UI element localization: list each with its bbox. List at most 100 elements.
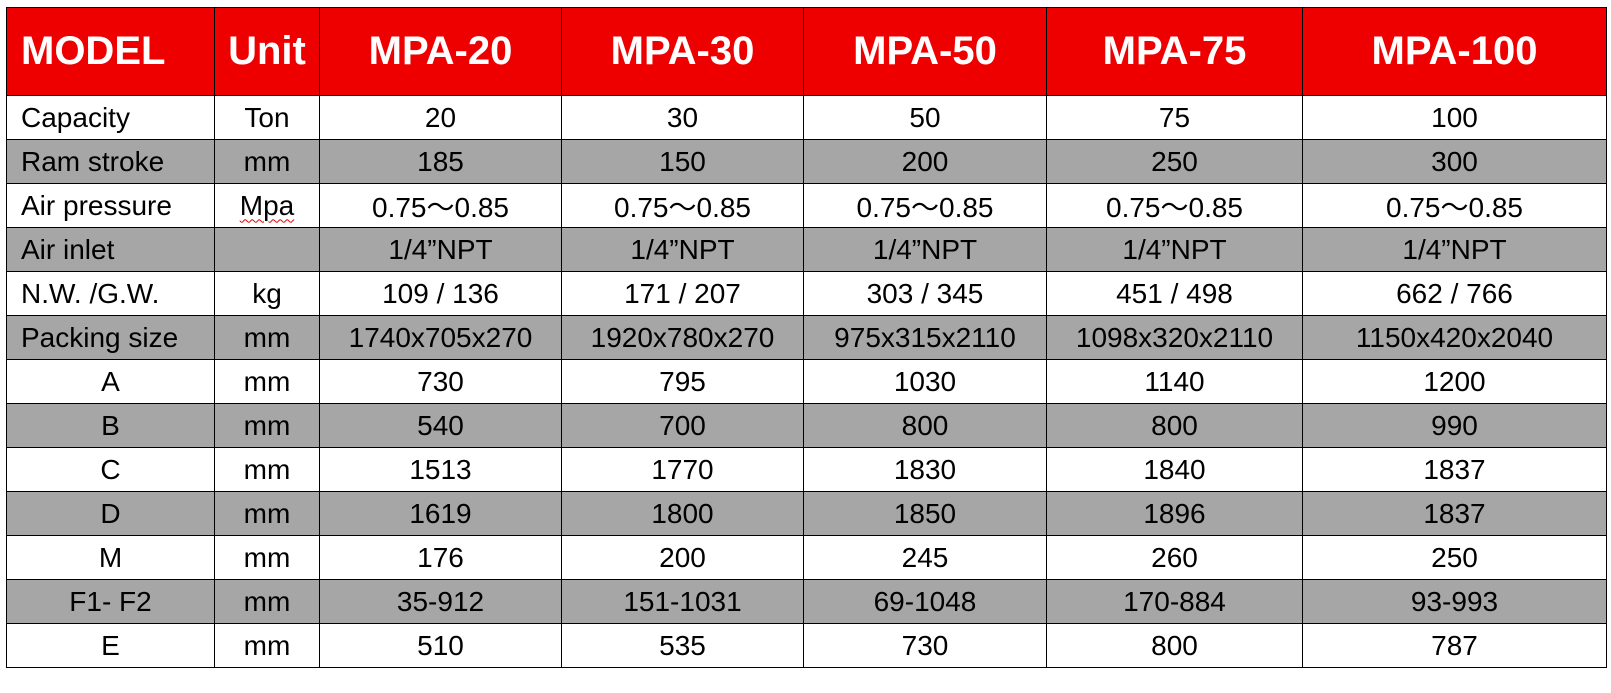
header-cell-model: MODEL [6, 7, 215, 96]
value-cell: 75 [1046, 95, 1303, 140]
value-cell: 1/4”NPT [1302, 227, 1607, 272]
value-cell: 535 [561, 623, 804, 668]
value-cell: 1513 [319, 447, 562, 492]
row-label: D [6, 491, 215, 536]
value-cell: 787 [1302, 623, 1607, 668]
header-cell-unit: Unit [214, 7, 320, 96]
value-cell: 0.75～0.85 [561, 183, 804, 228]
value-cell: 200 [803, 139, 1047, 184]
value-cell: 1896 [1046, 491, 1303, 536]
unit-cell: kg [214, 271, 320, 316]
value-cell: 170-884 [1046, 579, 1303, 624]
table-row-ram-stroke: Ram stroke mm 185 150 200 250 300 [6, 139, 1607, 184]
spec-table: MODEL Unit MPA-20 MPA-30 MPA-50 MPA-75 M… [6, 7, 1607, 668]
unit-text-spellcheck: Mpa [239, 189, 295, 221]
value-cell: 975x315x2110 [803, 315, 1047, 360]
unit-cell: mm [214, 139, 320, 184]
value-cell: 1030 [803, 359, 1047, 404]
row-label: F1- F2 [6, 579, 215, 624]
value-cell: 700 [561, 403, 804, 448]
value-cell: 1098x320x2110 [1046, 315, 1303, 360]
value-cell: 300 [1302, 139, 1607, 184]
row-label: Air inlet [6, 227, 215, 272]
row-label: E [6, 623, 215, 668]
header-cell-mpa-50: MPA-50 [803, 7, 1047, 96]
value-cell: 245 [803, 535, 1047, 580]
table-row-b: B mm 540 700 800 800 990 [6, 403, 1607, 448]
row-label: Capacity [6, 95, 215, 140]
header-cell-mpa-30: MPA-30 [561, 7, 804, 96]
value-cell: 176 [319, 535, 562, 580]
row-label: Packing size [6, 315, 215, 360]
value-cell: 1840 [1046, 447, 1303, 492]
value-cell: 795 [561, 359, 804, 404]
header-cell-mpa-75: MPA-75 [1046, 7, 1303, 96]
value-cell: 0.75～0.85 [1046, 183, 1303, 228]
row-label: M [6, 535, 215, 580]
value-cell: 100 [1302, 95, 1607, 140]
value-cell: 150 [561, 139, 804, 184]
row-label: A [6, 359, 215, 404]
value-cell: 1830 [803, 447, 1047, 492]
value-cell: 990 [1302, 403, 1607, 448]
unit-cell: Ton [214, 95, 320, 140]
table-row-d: D mm 1619 1800 1850 1896 1837 [6, 491, 1607, 536]
row-label: Air pressure [6, 183, 215, 228]
value-cell: 200 [561, 535, 804, 580]
unit-cell: mm [214, 491, 320, 536]
unit-cell: mm [214, 623, 320, 668]
value-cell: 800 [803, 403, 1047, 448]
header-cell-mpa-20: MPA-20 [319, 7, 562, 96]
unit-cell: Mpa [214, 183, 320, 228]
value-cell: 0.75～0.85 [803, 183, 1047, 228]
value-cell: 1850 [803, 491, 1047, 536]
value-cell: 185 [319, 139, 562, 184]
value-cell: 730 [319, 359, 562, 404]
value-cell: 510 [319, 623, 562, 668]
value-cell: 1740x705x270 [319, 315, 562, 360]
table-row-packing-size: Packing size mm 1740x705x270 1920x780x27… [6, 315, 1607, 360]
value-cell: 1837 [1302, 491, 1607, 536]
value-cell: 35-912 [319, 579, 562, 624]
unit-cell: mm [214, 403, 320, 448]
value-cell: 1/4”NPT [1046, 227, 1303, 272]
value-cell: 1619 [319, 491, 562, 536]
value-cell: 1140 [1046, 359, 1303, 404]
unit-cell: mm [214, 579, 320, 624]
value-cell: 1800 [561, 491, 804, 536]
value-cell: 1770 [561, 447, 804, 492]
header-cell-mpa-100: MPA-100 [1302, 7, 1607, 96]
value-cell: 109 / 136 [319, 271, 562, 316]
value-cell: 0.75～0.85 [319, 183, 562, 228]
table-row-f1-f2: F1- F2 mm 35-912 151-1031 69-1048 170-88… [6, 579, 1607, 624]
value-cell: 451 / 498 [1046, 271, 1303, 316]
table-row-air-pressure: Air pressure Mpa 0.75～0.85 0.75～0.85 0.7… [6, 183, 1607, 228]
value-cell: 1/4”NPT [803, 227, 1047, 272]
table-row-weight: N.W. /G.W. kg 109 / 136 171 / 207 303 / … [6, 271, 1607, 316]
value-cell: 30 [561, 95, 804, 140]
unit-cell: mm [214, 447, 320, 492]
value-cell: 50 [803, 95, 1047, 140]
value-cell: 93-993 [1302, 579, 1607, 624]
value-cell: 260 [1046, 535, 1303, 580]
value-cell: 151-1031 [561, 579, 804, 624]
value-cell: 171 / 207 [561, 271, 804, 316]
table-body: Capacity Ton 20 30 50 75 100 Ram stroke … [6, 95, 1607, 668]
value-cell: 69-1048 [803, 579, 1047, 624]
value-cell: 800 [1046, 403, 1303, 448]
table-row-c: C mm 1513 1770 1830 1840 1837 [6, 447, 1607, 492]
value-cell: 1920x780x270 [561, 315, 804, 360]
table-row-e: E mm 510 535 730 800 787 [6, 623, 1607, 668]
value-cell: 1/4”NPT [561, 227, 804, 272]
value-cell: 303 / 345 [803, 271, 1047, 316]
value-cell: 800 [1046, 623, 1303, 668]
value-cell: 250 [1302, 535, 1607, 580]
value-cell: 1150x420x2040 [1302, 315, 1607, 360]
table-row-air-inlet: Air inlet 1/4”NPT 1/4”NPT 1/4”NPT 1/4”NP… [6, 227, 1607, 272]
table-row-capacity: Capacity Ton 20 30 50 75 100 [6, 95, 1607, 140]
unit-cell: mm [214, 359, 320, 404]
header-row: MODEL Unit MPA-20 MPA-30 MPA-50 MPA-75 M… [6, 7, 1607, 96]
value-cell: 730 [803, 623, 1047, 668]
unit-cell [214, 227, 320, 272]
row-label: C [6, 447, 215, 492]
